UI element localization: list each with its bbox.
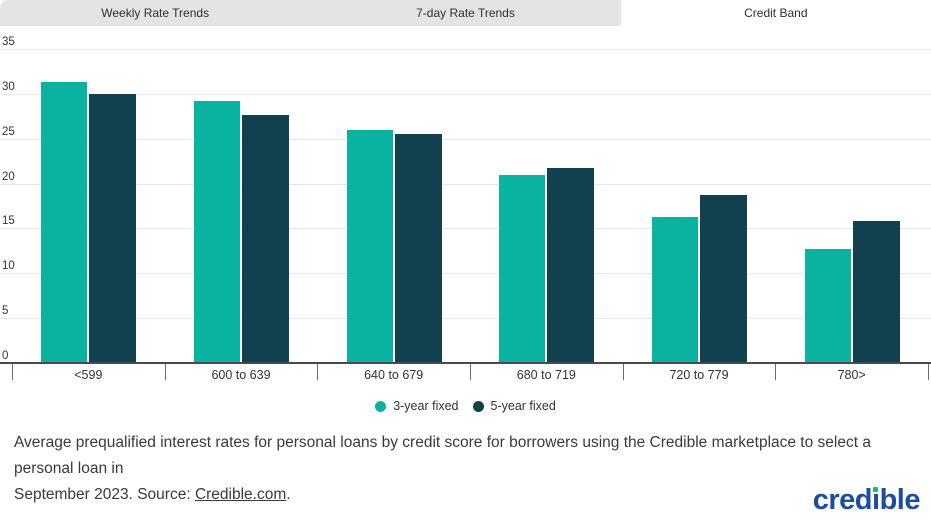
bar-3-year-fixed-780: [804, 249, 851, 362]
bar-3-year-fixed-640to679: [346, 129, 393, 362]
x-axis-tick: [622, 364, 624, 380]
caption: Average prequalified interest rates for …: [14, 430, 919, 508]
gridline-15: [0, 228, 931, 230]
legend-label: 3-year fixed: [393, 399, 459, 413]
credible-link[interactable]: Credible.com: [194, 486, 287, 503]
y-axis-label-20: 20: [2, 170, 15, 183]
x-axis-label-640to679: 640 to 679: [364, 368, 424, 382]
legend-marker-icon: [375, 400, 387, 412]
bar-5-year-fixed-640to679: [394, 134, 442, 362]
bars-layer: [12, 26, 928, 364]
y-axis-label-0: 0: [2, 350, 9, 362]
bar-3-year-fixed-720to779: [652, 216, 698, 362]
gridline-5: [0, 318, 931, 320]
bar-5-year-fixed-680to719: [547, 168, 595, 362]
bar-3-year-fixed-600to639: [194, 101, 240, 362]
caption-suffix: .: [286, 486, 291, 503]
bar-5-year-fixed-780: [852, 221, 900, 362]
y-axis-label-35: 35: [2, 36, 15, 48]
x-axis-tick: [12, 364, 13, 380]
x-axis-tick: [775, 364, 777, 380]
bar-3-year-fixed-599: [41, 82, 88, 362]
legend-item-5-year-fixed[interactable]: 5-year fixed: [472, 399, 556, 413]
y-axis-label-5: 5: [2, 305, 9, 318]
grouped-bar-chart: 0 5 10 15 20 25 30 35 <599 600 to 639 640 to 679 6…: [0, 26, 931, 386]
bar-5-year-fixed-720to779: [700, 195, 747, 362]
tab-weekly-rate-trends[interactable]: Weekly Rate Trends: [0, 0, 311, 26]
tab-7-day-rate-trends[interactable]: 7-day Rate Trends: [310, 0, 621, 26]
x-axis-line: [0, 362, 931, 364]
tab-bar: Weekly Rate Trends 7-day Rate Trends Cre…: [0, 0, 931, 26]
credible-logo: credı ble: [812, 484, 921, 516]
tab-credit-band[interactable]: Credit Band: [620, 0, 931, 26]
x-axis-label-680to719: 680 to 719: [516, 368, 576, 382]
y-axis-label-15: 15: [2, 215, 15, 228]
gridline-30: [0, 93, 931, 95]
plot-area: 0 5 10 15 20 25 30 35: [0, 26, 931, 364]
x-axis: <599 600 to 639 640 to 679 680 to 719 720 to…: [0, 364, 931, 386]
legend-item-3-year-fixed[interactable]: 3-year fixed: [375, 399, 459, 413]
bar-3-year-fixed-680to719: [499, 174, 546, 362]
legend-label: 5-year fixed: [490, 399, 556, 413]
x-axis-tick: [317, 364, 319, 380]
y-axis-label-25: 25: [2, 125, 15, 138]
caption-line1: Average prequalified interest rates for …: [14, 434, 871, 477]
x-axis-label-599: <599: [74, 368, 103, 382]
y-axis-label-10: 10: [2, 260, 15, 273]
x-axis-label-600to639: 600 to 639: [211, 368, 271, 382]
x-axis-label-780: 780>: [837, 368, 866, 382]
legend: 3-year fixed 5-year fixed: [0, 398, 931, 414]
legend-marker-icon: [472, 400, 484, 412]
logo-i-dot: [873, 487, 879, 492]
logo-row: credı ble: [812, 484, 921, 516]
bar-5-year-fixed-599: [89, 93, 137, 362]
x-axis-tick: [164, 364, 166, 380]
caption-line2-prefix: September 2023. Source:: [14, 486, 195, 503]
bar-5-year-fixed-600to639: [242, 115, 289, 362]
x-axis-tick: [928, 364, 929, 380]
gridline-25: [0, 138, 931, 140]
x-axis-label-720to779: 720 to 779: [669, 368, 729, 382]
gridline-10: [0, 273, 931, 275]
gridline-20: [0, 183, 931, 185]
y-axis-label-30: 30: [2, 80, 15, 93]
x-axis-tick: [470, 364, 471, 380]
gridline-35: [0, 49, 931, 50]
